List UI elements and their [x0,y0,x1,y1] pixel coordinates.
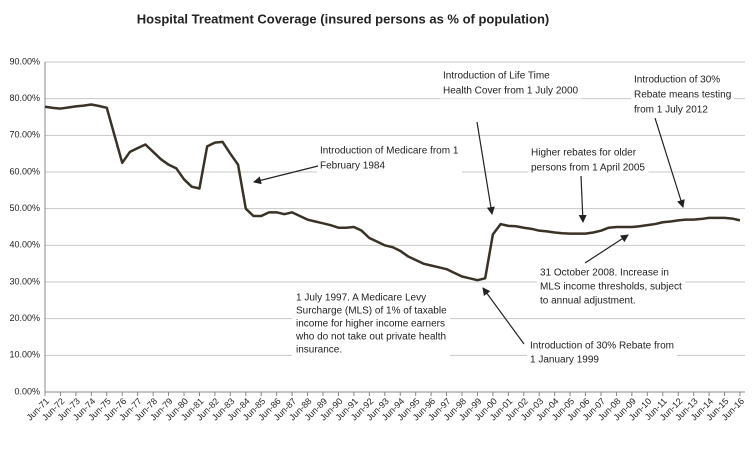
annotation-text: Introduction of 30% Rebate from [530,341,674,352]
annotation-text: Rebate means testing [634,90,731,101]
y-tick-label: 50.00% [9,203,40,213]
y-tick-label: 90.00% [9,56,40,66]
annotation: Introduction of Medicare from 1 February … [317,143,462,174]
y-tick-label: 80.00% [9,93,40,103]
annotation-text: 31 October 2008. Increase in [540,268,669,279]
annotation: Higher rebates for older persons from 1 A… [528,145,649,176]
annotation-text: from 1 July 2012 [634,105,708,116]
annotation: 31 October 2008. Increase in MLS income t… [537,265,685,309]
annotation-text: 1 January 1999 [530,355,599,366]
y-tick-label: 10.00% [9,350,40,360]
annotation: Introduction of Life Time Health Cover fr… [440,68,582,99]
annotation-text: Introduction of 30% [634,75,720,86]
annotation-text: Higher rebates for older [531,148,637,159]
annotation-bg [537,265,685,309]
annotation-bg [317,143,462,174]
y-tick-label: 30.00% [9,276,40,286]
annotation-text: Health Cover from 1 July 2000 [443,86,579,97]
annotation-text: Introduction of Life Time [443,71,550,82]
annotation-bg [528,145,649,176]
annotation-arrow [476,121,495,215]
annotation-text: insurance. [296,345,342,356]
annotation-arrow [253,165,319,185]
annotation-arrow [482,287,525,345]
y-tick-label: 20.00% [9,313,40,323]
y-tick-label: 0.00% [14,386,40,396]
annotation-arrow [578,175,587,223]
annotation: Introduction of 30% Rebate from 1 January… [527,338,677,368]
annotation-text: Introduction of Medicare from 1 [320,146,459,157]
chart-title: Hospital Treatment Coverage (insured per… [137,11,549,26]
y-tick-label: 60.00% [9,166,40,176]
y-tick-label: 40.00% [9,240,40,250]
data-line [44,103,741,282]
annotation-bg [527,338,677,368]
annotation-text: who do not take out private health [295,332,446,343]
annotation-bg [631,72,735,118]
annotation: Introduction of 30% Rebate means testing f… [631,72,735,118]
annotation-text: income for higher income earners [296,319,445,330]
annotation-text: persons from 1 April 2005 [531,163,645,174]
annotation-text: February 1984 [320,161,385,172]
annotation-text: MLS income thresholds, subject [540,282,682,293]
annotation-text: 1 July 1997. A Medicare Levy [296,293,426,304]
annotation: 1 July 1997. A Medicare Levy Surcharge (M… [292,290,451,358]
y-tick-label: 70.00% [9,130,40,140]
annotation-bg [292,290,451,358]
annotation-arrow [584,234,629,264]
annotation-text: to annual adjustment. [540,296,636,307]
annotation-bg [440,68,582,99]
annotation-text: Surcharge (MLS) of 1% of taxable [296,306,447,317]
annotation-arrow [654,117,685,208]
